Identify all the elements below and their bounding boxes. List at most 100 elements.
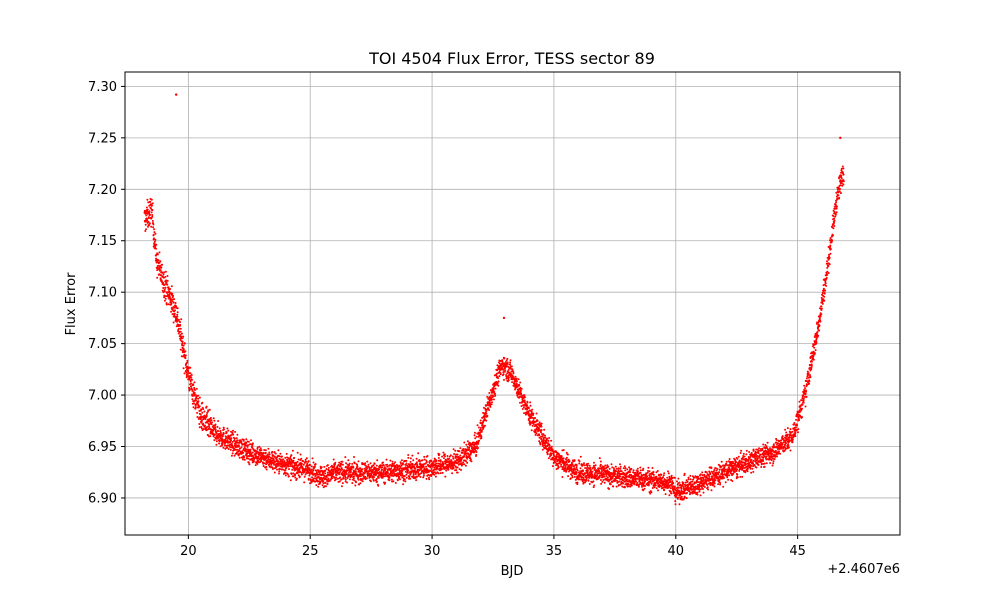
data-point <box>325 485 327 487</box>
data-point <box>171 285 173 287</box>
data-point <box>267 448 269 450</box>
data-point <box>364 476 366 478</box>
data-point <box>602 479 604 481</box>
data-point <box>152 224 154 226</box>
data-point <box>216 433 218 435</box>
data-point <box>584 464 586 466</box>
data-point <box>239 457 241 459</box>
data-point <box>520 390 522 392</box>
data-point <box>296 464 298 466</box>
data-point <box>404 480 406 482</box>
data-point <box>697 481 699 483</box>
data-point <box>431 468 433 470</box>
data-point <box>578 478 580 480</box>
data-point <box>423 465 425 467</box>
data-point <box>560 466 562 468</box>
data-point <box>201 412 203 414</box>
data-point <box>339 472 341 474</box>
data-point <box>482 422 484 424</box>
data-point <box>700 473 702 475</box>
data-point <box>314 466 316 468</box>
data-point <box>404 478 406 480</box>
data-point <box>558 466 560 468</box>
data-point <box>417 452 419 454</box>
data-point <box>168 303 170 305</box>
data-point <box>248 441 250 443</box>
data-point <box>697 494 699 496</box>
data-point <box>333 471 335 473</box>
data-point <box>504 370 506 372</box>
data-point <box>216 440 218 442</box>
data-point <box>542 435 544 437</box>
data-point <box>508 376 510 378</box>
data-point <box>197 398 199 400</box>
data-point <box>202 408 204 410</box>
data-point <box>551 446 553 448</box>
data-point <box>200 408 202 410</box>
data-point <box>370 462 372 464</box>
data-point <box>288 475 290 477</box>
data-point <box>675 503 677 505</box>
data-point <box>463 456 465 458</box>
data-point <box>444 453 446 455</box>
data-point <box>384 482 386 484</box>
data-point <box>711 477 713 479</box>
data-point <box>407 472 409 474</box>
data-point <box>209 409 211 411</box>
data-point <box>351 468 353 470</box>
data-point <box>453 467 455 469</box>
data-point <box>232 452 234 454</box>
data-point <box>587 463 589 465</box>
data-point <box>192 384 194 386</box>
data-point <box>600 464 602 466</box>
data-point <box>217 420 219 422</box>
data-point <box>211 423 213 425</box>
data-point <box>308 460 310 462</box>
data-point <box>508 379 510 381</box>
data-point <box>347 459 349 461</box>
data-point <box>452 457 454 459</box>
data-point <box>741 469 743 471</box>
data-point <box>309 464 311 466</box>
data-point <box>640 472 642 474</box>
data-point <box>172 308 174 310</box>
data-point <box>149 201 151 203</box>
data-point <box>462 452 464 454</box>
data-point <box>583 462 585 464</box>
data-point <box>607 476 609 478</box>
data-point <box>146 207 148 209</box>
data-point <box>624 469 626 471</box>
data-point <box>376 459 378 461</box>
data-point <box>561 476 563 478</box>
data-point <box>470 458 472 460</box>
data-point <box>164 291 166 293</box>
data-point <box>744 456 746 458</box>
data-point <box>709 473 711 475</box>
data-point <box>152 226 154 228</box>
data-point <box>278 473 280 475</box>
data-point <box>374 463 376 465</box>
data-point <box>654 486 656 488</box>
data-point <box>339 476 341 478</box>
data-point <box>541 438 543 440</box>
data-point <box>752 471 754 473</box>
data-point <box>748 459 750 461</box>
data-point <box>445 470 447 472</box>
data-point <box>588 480 590 482</box>
data-point <box>593 485 595 487</box>
data-point <box>455 469 457 471</box>
data-point <box>292 450 294 452</box>
data-point <box>522 408 524 410</box>
data-point <box>195 397 197 399</box>
data-point <box>740 452 742 454</box>
data-point <box>546 438 548 440</box>
data-point <box>349 463 351 465</box>
data-point <box>288 468 290 470</box>
data-point <box>345 477 347 479</box>
data-point <box>440 472 442 474</box>
data-point <box>494 395 496 397</box>
data-point <box>351 482 353 484</box>
data-point <box>674 477 676 479</box>
data-point <box>424 459 426 461</box>
data-point <box>760 466 762 468</box>
